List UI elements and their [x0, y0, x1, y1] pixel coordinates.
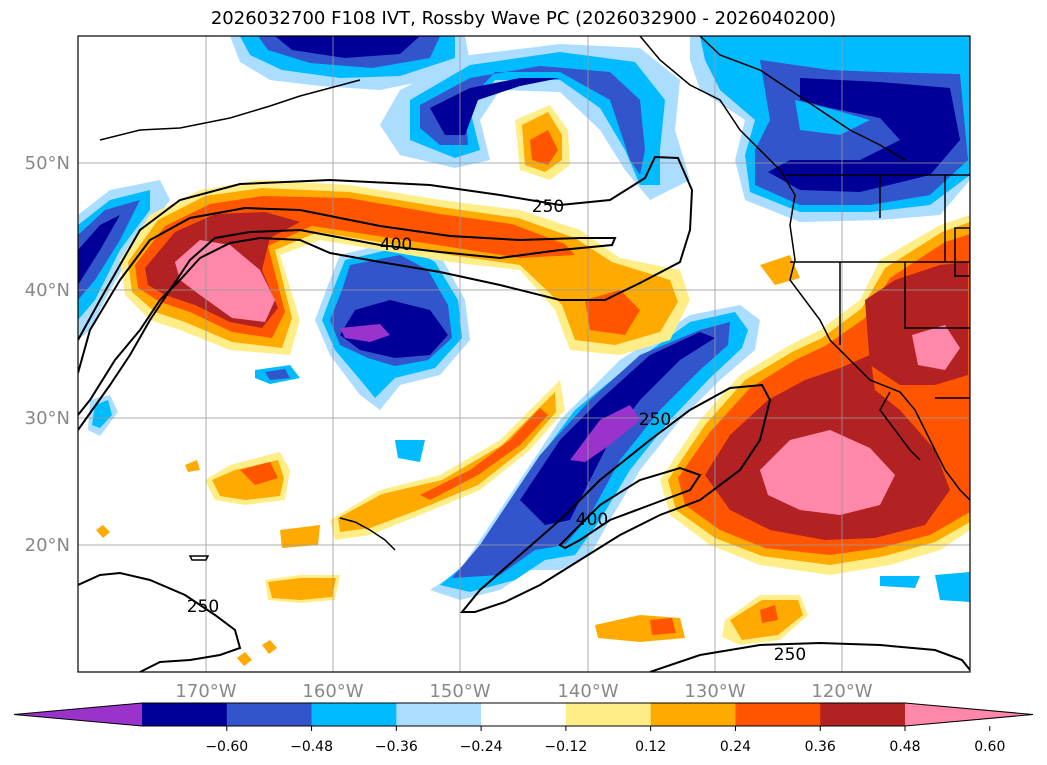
ivt-negative-anomaly-subtropical-band	[88, 305, 970, 602]
lat-label: 20°N	[25, 535, 70, 556]
coastlines	[99, 36, 970, 561]
lon-label: 160°W	[302, 681, 363, 700]
colorbar-tick-label: 0.24	[720, 739, 751, 755]
contour-label: 250	[774, 645, 806, 665]
contour-label: 250	[639, 410, 671, 430]
contour-labels: 250 400 250 400 250 250	[187, 197, 806, 665]
colorbar-extend-max	[905, 703, 1033, 726]
colorbar-bin	[565, 703, 652, 726]
contour-label: 400	[576, 510, 608, 530]
contour-label: 250	[187, 597, 219, 617]
colorbar-outline	[13, 702, 1034, 727]
colorbar-bin	[396, 703, 482, 726]
lon-label: 130°W	[684, 681, 745, 700]
colorbar-bin	[735, 703, 821, 726]
colorbar-bin	[650, 703, 736, 726]
colorbar-tick-label: 0.60	[974, 739, 1005, 755]
ivt-positive-anomaly-patches	[96, 380, 808, 666]
ivt-negative-anomaly-pacific-northwest	[690, 36, 970, 222]
contour-label: 250	[532, 197, 564, 217]
ivt-positive-anomaly-atmospheric-river	[120, 105, 690, 355]
lon-label: 170°W	[175, 681, 236, 700]
lon-label: 120°W	[811, 681, 872, 700]
map-title: 2026032700 F108 IVT, Rossby Wave PC (202…	[210, 8, 837, 29]
colorbar-tick-label: −0.48	[290, 739, 333, 755]
colorbar-tick-label: 0.48	[889, 739, 920, 755]
lat-labels: 20°N 30°N 40°N 50°N	[25, 153, 70, 556]
colorbar-tick-label: −0.36	[375, 739, 418, 755]
geopotential-contours	[78, 155, 970, 672]
colorbar-bin	[481, 703, 567, 726]
lat-label: 50°N	[25, 153, 70, 174]
colorbar-bin	[820, 703, 906, 726]
colorbar-bin	[226, 703, 313, 726]
colorbar-tick-label: 0.36	[805, 739, 836, 755]
map-panel: 250 400 250 400 250 250 20°N 30°N 40°N 5…	[25, 35, 971, 700]
colorbar-extend-min	[14, 703, 142, 726]
ivt-negative-anomaly-north-pacific	[230, 36, 470, 90]
colorbar-bin	[142, 703, 228, 726]
ivt-negative-anomaly-gulf-of-alaska	[380, 44, 690, 200]
contour-label: 400	[380, 235, 412, 255]
colorbar-tick-label: −0.12	[544, 739, 587, 755]
colorbar-tick-label: −0.60	[205, 739, 248, 755]
lat-label: 30°N	[25, 408, 70, 429]
colorbar-tick-label: −0.24	[460, 739, 503, 755]
lon-labels: 170°W 160°W 150°W 140°W 130°W 120°W	[175, 681, 872, 700]
colorbar-bin	[311, 703, 397, 726]
lat-label: 40°N	[25, 280, 70, 301]
map-frame	[77, 35, 971, 673]
ivt-positive-anomaly-california	[660, 215, 970, 575]
colorbar-tick-label: 0.12	[635, 739, 666, 755]
ivt-negative-anomaly-central-pacific	[255, 238, 470, 410]
lon-label: 140°W	[557, 681, 618, 700]
lon-label: 150°W	[429, 681, 490, 700]
